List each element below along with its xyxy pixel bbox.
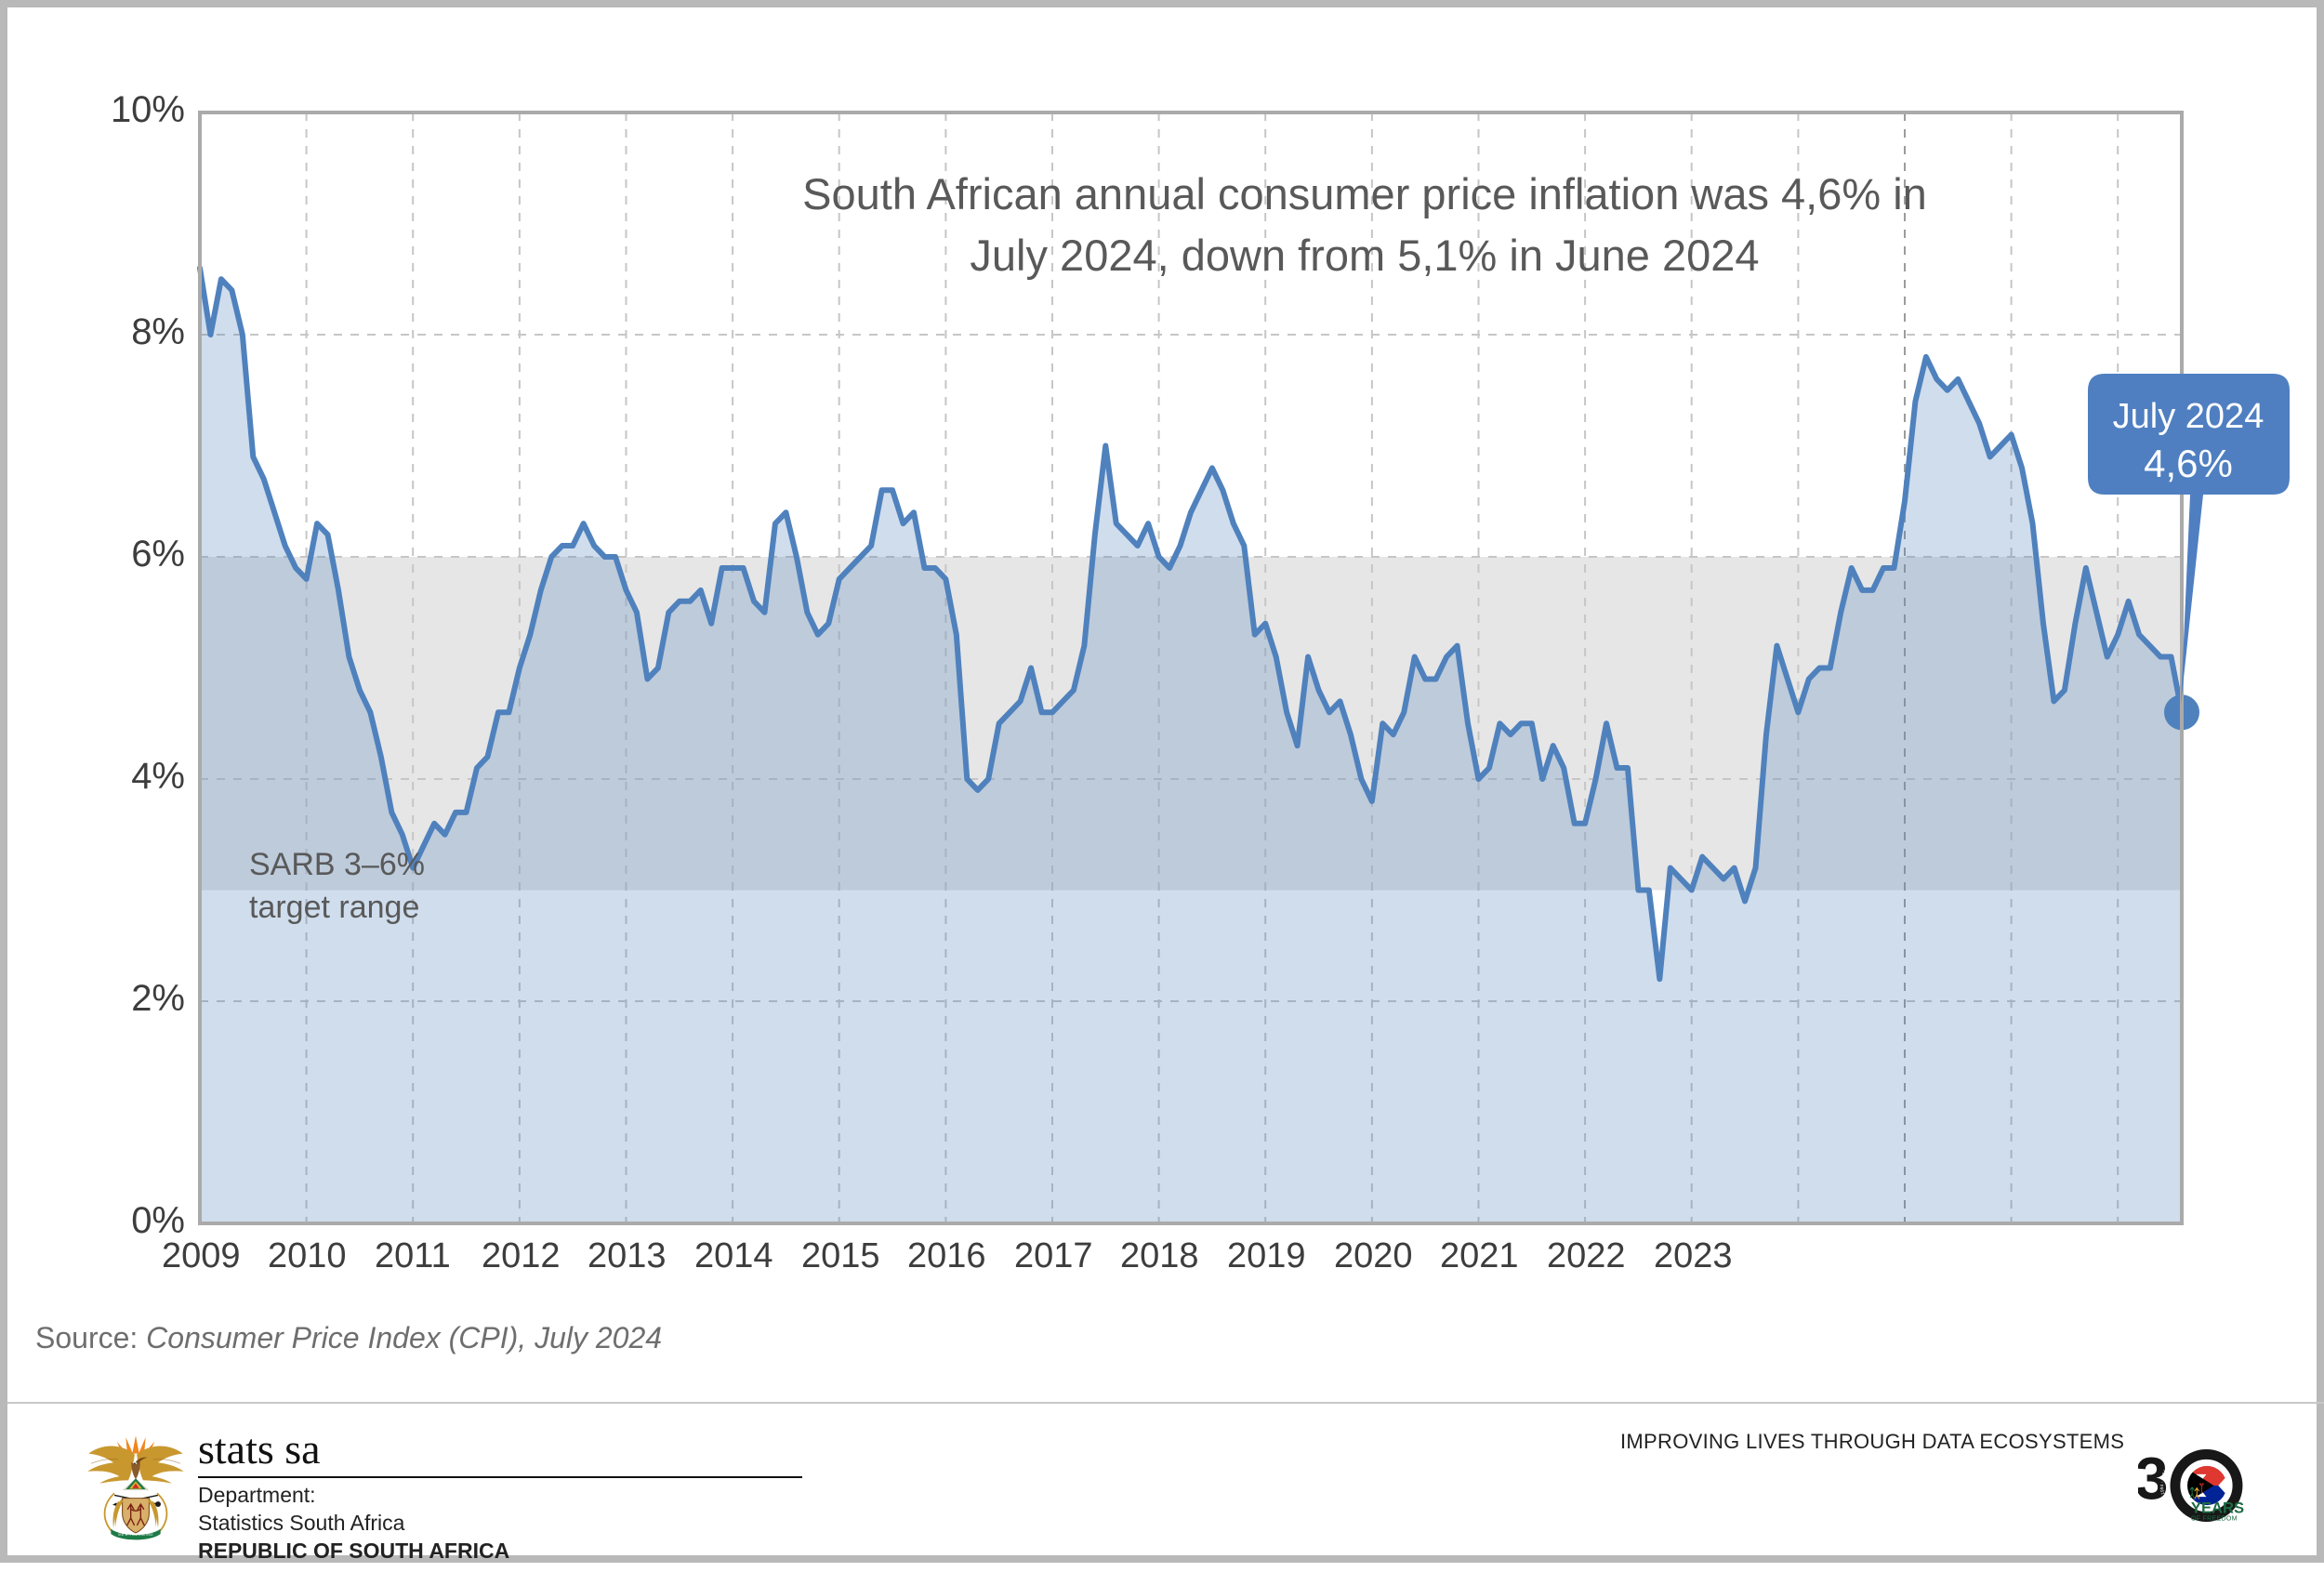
svg-text:4,6%: 4,6% bbox=[2144, 442, 2233, 485]
svg-text:OF FREEDOM: OF FREEDOM bbox=[2191, 1516, 2238, 1523]
svg-text:July 2024: July 2024 bbox=[2113, 397, 2265, 436]
svg-text:YEARS: YEARS bbox=[2191, 1499, 2244, 1516]
svg-text:!KE E: /XARRA //KE: !KE E: /XARRA //KE bbox=[118, 1533, 153, 1537]
